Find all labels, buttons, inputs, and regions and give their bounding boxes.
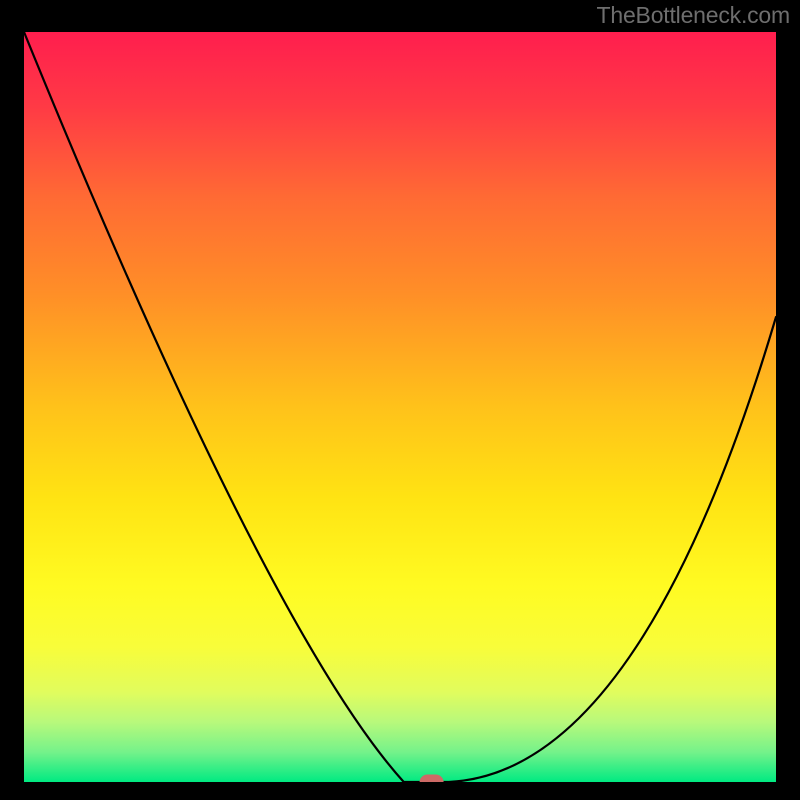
chart-svg xyxy=(24,32,776,782)
bottleneck-chart xyxy=(24,32,776,782)
chart-background xyxy=(24,32,776,782)
stage: TheBottleneck.com xyxy=(0,0,800,800)
watermark-text: TheBottleneck.com xyxy=(597,2,790,29)
